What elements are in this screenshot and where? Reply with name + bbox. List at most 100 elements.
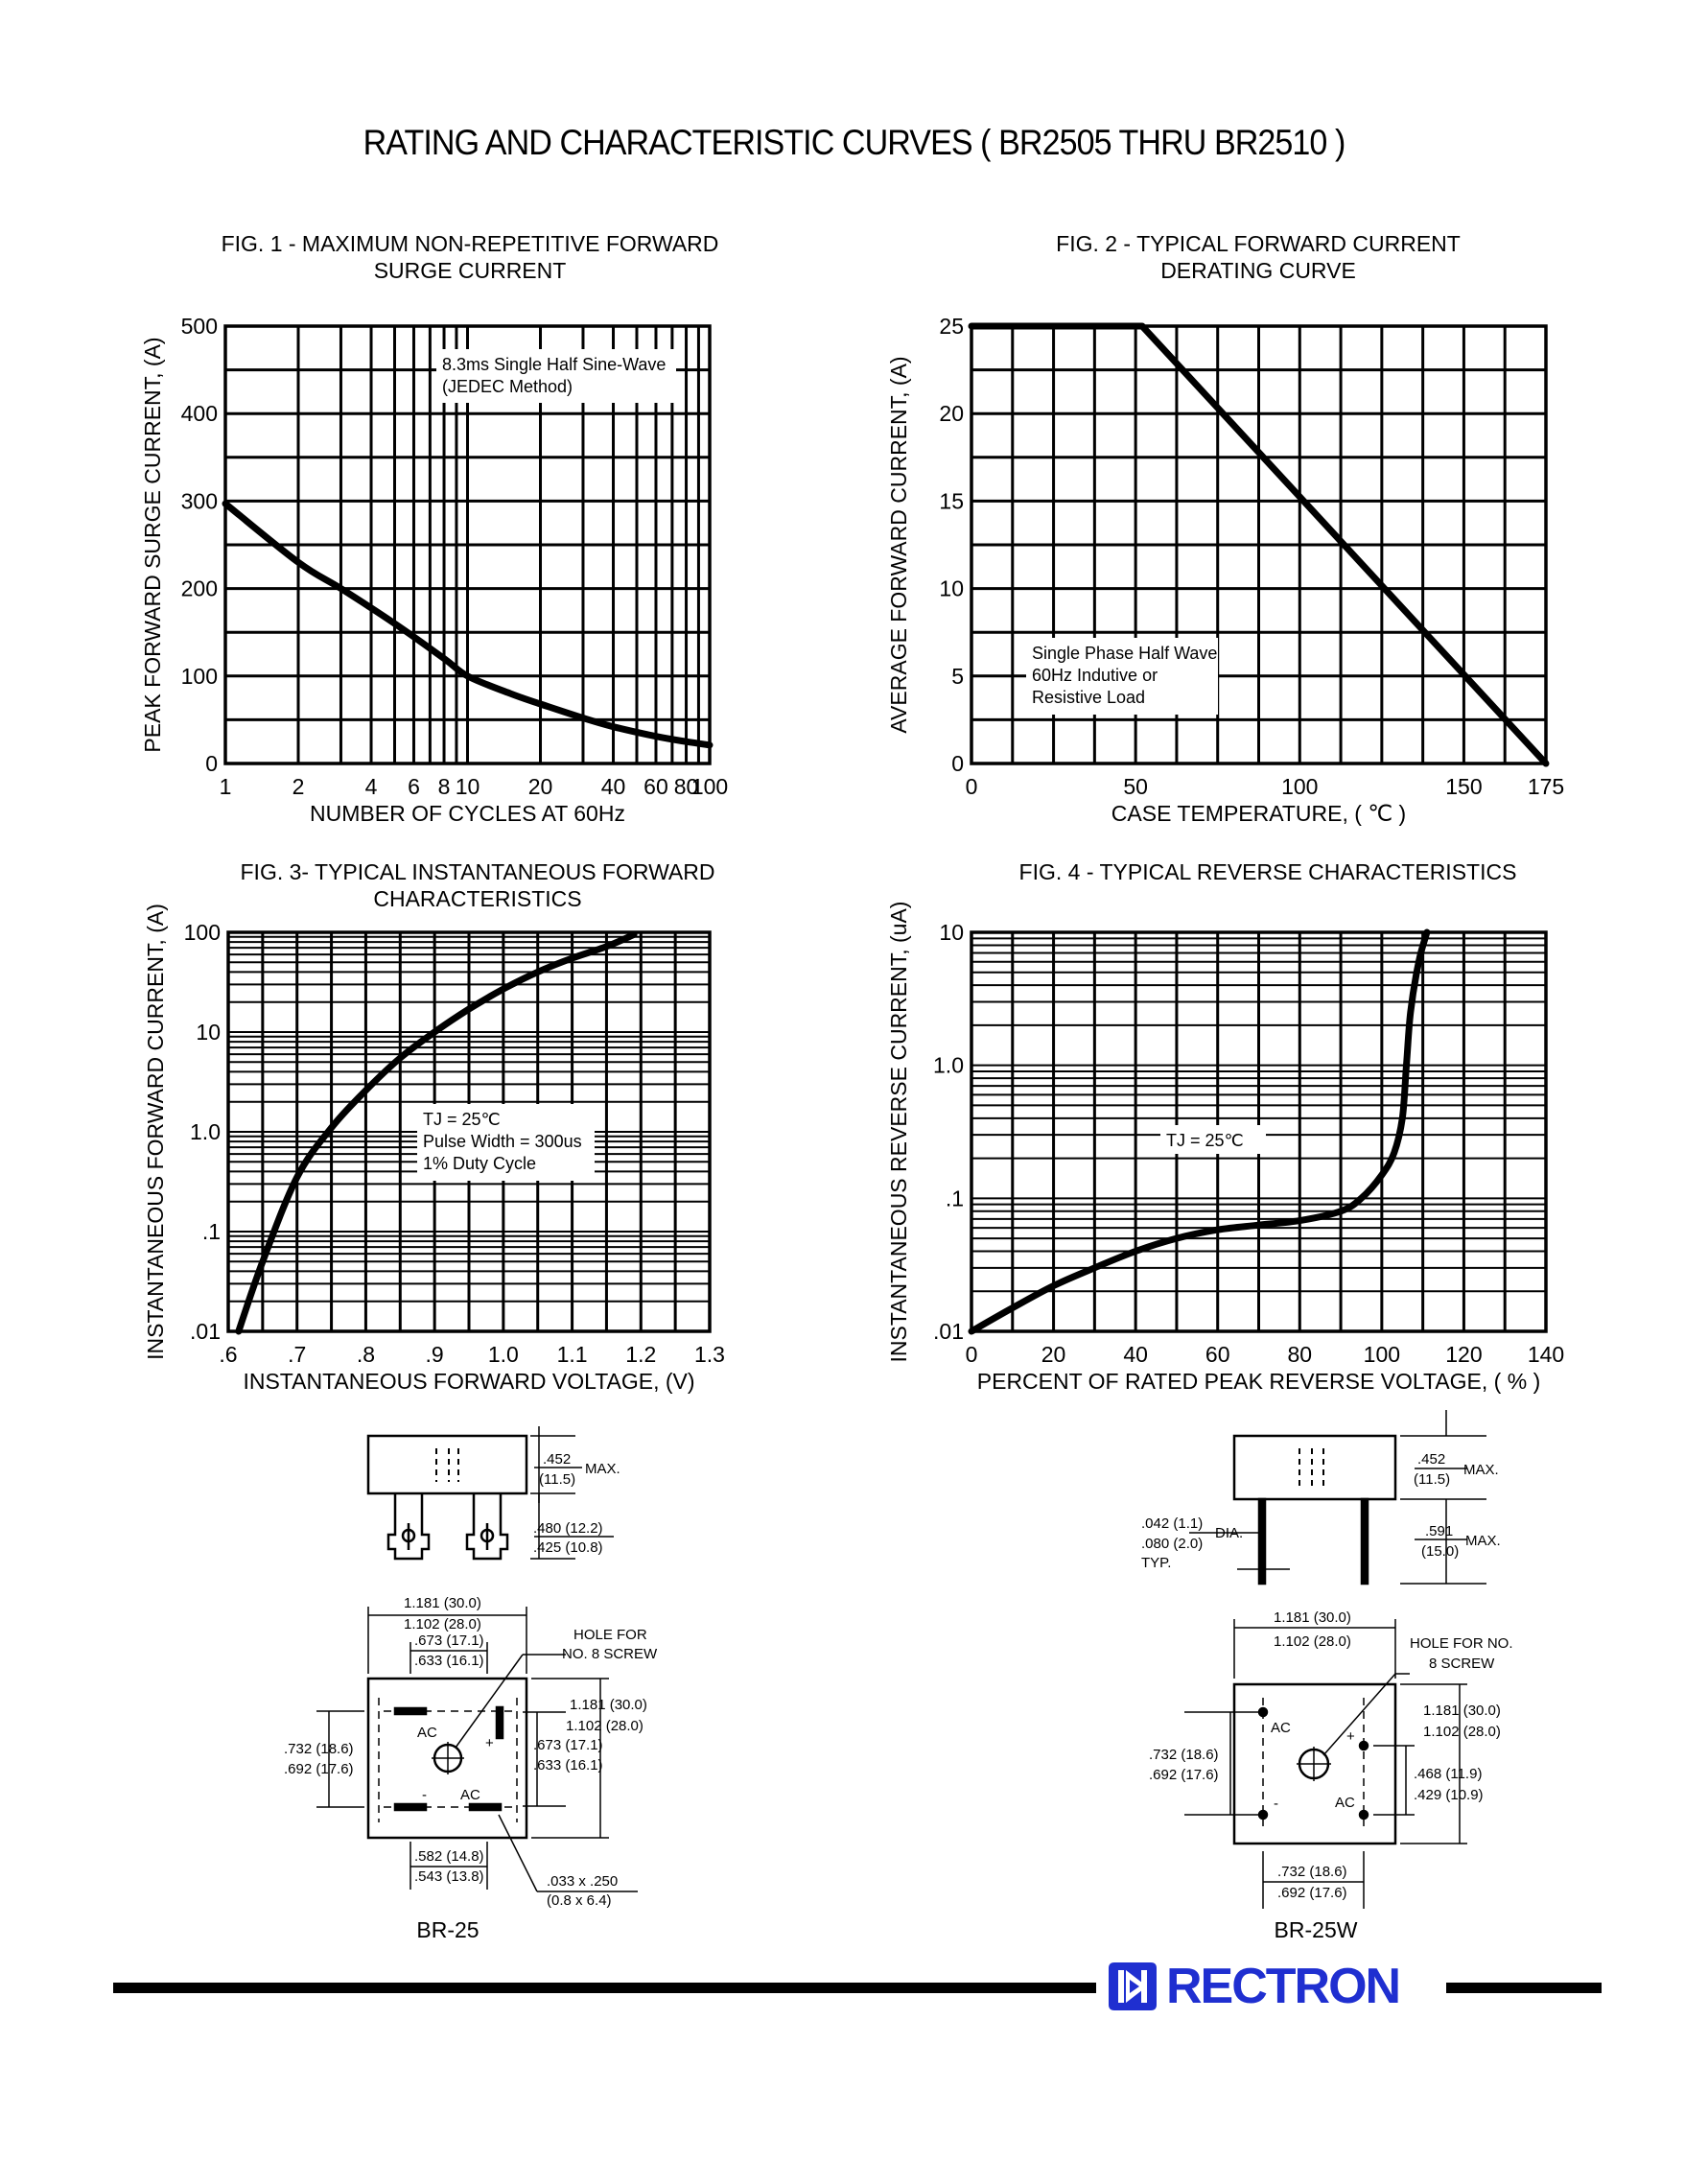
fig3-ytick-label: 100 xyxy=(184,920,221,945)
fig2-frame xyxy=(970,324,1548,765)
fig1-ytick-label: 500 xyxy=(181,314,218,339)
br25-tab-top: .033 x .250 xyxy=(547,1873,618,1890)
br25w-v2-top: .468 (11.9) xyxy=(1414,1766,1482,1782)
fig2-ytick-label: 15 xyxy=(939,488,964,513)
br25w-plus: + xyxy=(1346,1728,1355,1745)
fig1-ytick-label: 100 xyxy=(181,664,218,689)
br25w-max1: MAX. xyxy=(1463,1462,1499,1478)
fig3-xtick-label: 1.3 xyxy=(694,1342,725,1367)
fig2-ytick-label: 10 xyxy=(939,576,964,601)
page-title: RATING AND CHARACTERISTIC CURVES ( BR250… xyxy=(363,123,1346,162)
fig1-xtick-label: 10 xyxy=(456,774,480,799)
br25-b1-bot: .543 (13.8) xyxy=(414,1868,484,1885)
fig4-xtick-label: 100 xyxy=(1364,1342,1400,1367)
fig4-xtick-label: 80 xyxy=(1287,1342,1312,1367)
fig3-annotation-line: TJ = 25℃ xyxy=(423,1110,501,1129)
br25w-b1-bot: .692 (17.6) xyxy=(1277,1885,1347,1901)
fig4-xtick-label: 60 xyxy=(1205,1342,1230,1367)
br25w-dia: DIA. xyxy=(1215,1525,1243,1541)
fig2-xtick-label: 50 xyxy=(1123,774,1148,799)
br25w-h2-top: .591 xyxy=(1425,1523,1453,1539)
fig3-ytick-label: .01 xyxy=(190,1319,221,1344)
fig1-xtick-label: 40 xyxy=(601,774,626,799)
fig2-annotation-line: Resistive Load xyxy=(1032,688,1145,707)
fig3-annotation-box xyxy=(417,1104,595,1181)
fig3-title: FIG. 3- TYPICAL INSTANTANEOUS FORWARD xyxy=(241,859,715,884)
br25w-lead-left xyxy=(1257,1497,1267,1586)
br25w-h1-bot: (11.5) xyxy=(1414,1471,1450,1488)
fig1-xtick-label: 4 xyxy=(365,774,378,799)
br25-l-top: .732 (18.6) xyxy=(284,1741,354,1757)
fig2-xlabel: CASE TEMPERATURE, ( ℃ ) xyxy=(1111,801,1406,826)
br25w-d-bot: .080 (2.0) xyxy=(1141,1536,1203,1552)
fig2-xtick-label: 100 xyxy=(1281,774,1318,799)
br25w-body xyxy=(1232,1434,1397,1501)
br25-b1-top: .582 (14.8) xyxy=(414,1848,484,1865)
rectron-logo-text: RECTRON xyxy=(1166,1959,1401,2014)
fig1-ytick-label: 300 xyxy=(181,488,218,513)
fig3-grid xyxy=(226,931,712,1332)
fig3-xtick-label: 1.1 xyxy=(557,1342,588,1367)
fig4-ytick-label: 10 xyxy=(939,920,964,945)
br25-plus: + xyxy=(485,1735,494,1751)
fig4-title: FIG. 4 - TYPICAL REVERSE CHARACTERISTICS xyxy=(1019,859,1517,884)
br25-w2-bot: .633 (16.1) xyxy=(414,1653,484,1669)
fig2-xtick-label: 0 xyxy=(966,774,978,799)
fig4-xtick-label: 20 xyxy=(1041,1342,1066,1367)
br25-v2-bot: .633 (16.1) xyxy=(533,1757,603,1773)
fig3-frame xyxy=(226,930,712,1333)
fig2-ytick-label: 20 xyxy=(939,401,964,426)
fig4-ylabel: INSTANTANEOUS REVERSE CURRENT, (uA) xyxy=(886,902,911,1363)
br25w-v2-bot: .429 (10.9) xyxy=(1414,1787,1484,1803)
br25-w1-bot: 1.102 (28.0) xyxy=(404,1616,481,1632)
br25w-d-top: .042 (1.1) xyxy=(1141,1515,1203,1532)
br25w-typ: TYP. xyxy=(1141,1555,1171,1571)
br25w-hole-2: 8 SCREW xyxy=(1429,1656,1495,1672)
fig2-xtick-label: 150 xyxy=(1445,774,1482,799)
br25-label: BR-25 xyxy=(416,1917,479,1942)
fig4-xtick-label: 120 xyxy=(1445,1342,1482,1367)
rectron-logo: RECTRON xyxy=(1105,1957,1401,2016)
br25-side-view xyxy=(366,1426,614,1561)
br25-minus: - xyxy=(422,1787,427,1803)
br25w-ac-1: AC xyxy=(1271,1720,1291,1736)
br25-h1-bot: (11.5) xyxy=(539,1471,575,1488)
fig1-title: FIG. 1 - MAXIMUM NON-REPETITIVE FORWARD xyxy=(222,231,719,256)
br25-max: MAX. xyxy=(585,1461,620,1477)
fig3-ytick-label: 1.0 xyxy=(190,1119,221,1144)
br25w-w1-bot: 1.102 (28.0) xyxy=(1274,1633,1351,1650)
br25-h1-top: .452 xyxy=(543,1451,571,1468)
br25-h2-top: .480 (12.2) xyxy=(533,1520,603,1537)
fig1-series-line xyxy=(222,500,714,749)
fig1-ylabel: PEAK FORWARD SURGE CURRENT, (A) xyxy=(140,337,165,752)
br25-w2-top: .673 (17.1) xyxy=(414,1632,484,1649)
br25w-max2: MAX. xyxy=(1465,1533,1501,1549)
fig1-annotation-box xyxy=(436,349,676,403)
fig3-annotation-line: 1% Duty Cycle xyxy=(423,1154,536,1173)
fig2-annotation-line: Single Phase Half Wave xyxy=(1032,644,1217,663)
br25w-top-view xyxy=(1184,1619,1467,1909)
br25-top-body xyxy=(366,1677,528,1840)
fig1-chart: 8.3ms Single Half Sine-Wave (JEDEC Method… xyxy=(140,231,728,826)
fig3-ytick-label: .1 xyxy=(202,1219,221,1244)
fig4-chart: TJ = 25℃ 0 20 40 60 80 100 120 140 .01 .1 1.0 10 FIG.… xyxy=(886,859,1564,1394)
fig4-ytick-label: .01 xyxy=(933,1319,964,1344)
br25-v2-top: .673 (17.1) xyxy=(533,1737,603,1753)
fig4-annotation-box xyxy=(1160,1125,1266,1154)
fig2-xtick-label: 175 xyxy=(1528,774,1564,799)
fig4-frame xyxy=(970,930,1548,1333)
br25-w1-top: 1.181 (30.0) xyxy=(404,1595,481,1611)
br25w-v1-top: 1.181 (30.0) xyxy=(1423,1703,1501,1719)
fig4-xlabel: PERCENT OF RATED PEAK REVERSE VOLTAGE, (… xyxy=(977,1369,1540,1394)
br25-body xyxy=(366,1434,528,1495)
fig1-xtick-label: 60 xyxy=(643,774,668,799)
br25-l-bot: .692 (17.6) xyxy=(284,1761,354,1777)
fig4-xtick-label: 40 xyxy=(1123,1342,1148,1367)
br25-hole-1: HOLE FOR xyxy=(573,1627,647,1643)
fig3-chart: TJ = 25℃ Pulse Width = 300us 1% Duty Cycle… xyxy=(143,859,725,1394)
fig2-annotation-box xyxy=(1026,638,1218,715)
fig2-chart: Single Phase Half Wave 60Hz Indutive or Re… xyxy=(886,231,1564,826)
fig1-frame xyxy=(223,324,712,765)
fig1-xtick-label: 1 xyxy=(220,774,232,799)
